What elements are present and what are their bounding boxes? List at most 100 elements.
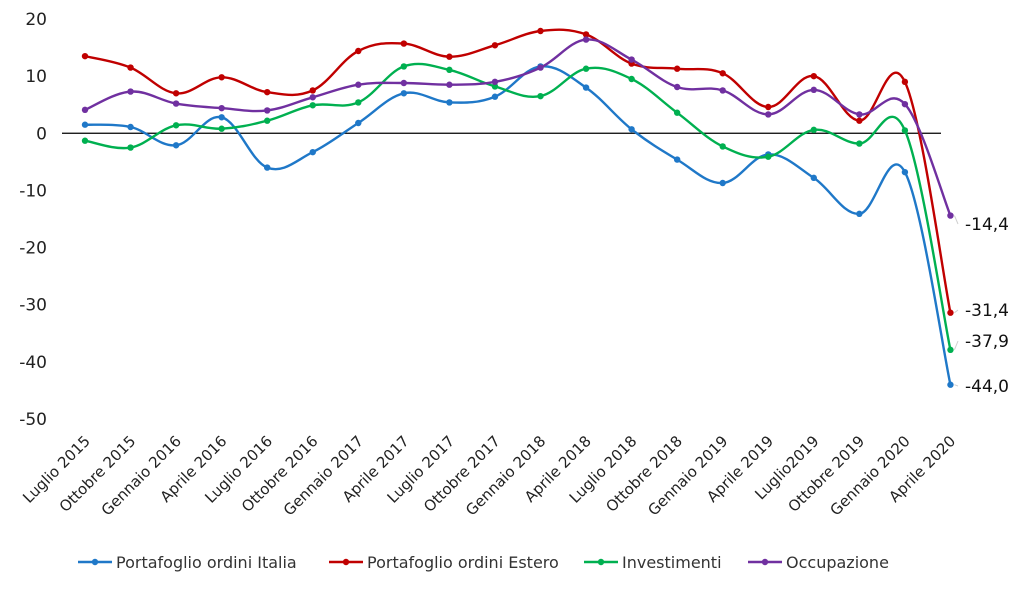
data-point [491, 93, 499, 100]
y-axis: 20 10 0 -10 -20 -30 -40 -50 [19, 10, 47, 430]
data-point [127, 123, 134, 131]
series-line [84, 38, 952, 217]
data-point [810, 86, 817, 94]
data-point [537, 64, 544, 71]
data-point [947, 212, 954, 219]
data-point [719, 179, 726, 187]
x-tick-label: Gennaio 2017 [280, 432, 367, 519]
data-label: -31,4 [965, 301, 1009, 321]
data-point [901, 127, 909, 134]
data-point [856, 117, 863, 124]
data-point [947, 346, 954, 354]
data-point [765, 103, 772, 111]
data-point [537, 27, 544, 35]
data-point [264, 88, 271, 96]
data-point [810, 174, 817, 182]
data-label: -14,4 [965, 215, 1009, 235]
data-point [582, 36, 590, 43]
data-point [81, 52, 89, 60]
data-point [901, 78, 909, 86]
legend-swatch-point [342, 558, 350, 566]
data-point [127, 144, 134, 151]
data-point [673, 83, 681, 91]
data-point [400, 63, 408, 70]
data-point [355, 81, 362, 88]
data-point [491, 42, 499, 49]
data-point [81, 137, 89, 144]
data-point [446, 53, 453, 60]
data-point [719, 70, 726, 77]
y-tick-label: 0 [36, 124, 47, 144]
data-point [309, 87, 316, 94]
data-point [218, 74, 225, 81]
data-point [582, 65, 590, 72]
legend-swatch-point [597, 558, 605, 566]
data-point [309, 102, 316, 109]
legend-item: Occupazione [748, 553, 889, 572]
data-point [810, 126, 817, 134]
data-point [491, 78, 499, 86]
leader-line [954, 384, 959, 387]
data-point [673, 156, 681, 163]
data-label: -37,9 [965, 332, 1009, 352]
data-point [172, 100, 180, 107]
series-occupazione [81, 36, 954, 219]
data-point [218, 125, 225, 132]
x-tick-label: Gennaio 2020 [827, 432, 914, 519]
leader-line [953, 340, 959, 351]
data-point [765, 111, 772, 118]
data-point [355, 99, 362, 106]
leader-line [954, 309, 959, 314]
legend: Portafoglio ordini Italia Portafoglio ord… [78, 553, 889, 572]
series-investimenti [81, 62, 954, 354]
data-point [400, 79, 408, 87]
data-label: -44,0 [965, 377, 1009, 397]
data-point [446, 99, 453, 106]
legend-swatch-point [761, 558, 769, 566]
data-point [856, 111, 863, 118]
legend-item: Investimenti [584, 553, 722, 572]
x-tick-label: Gennaio 2016 [98, 432, 185, 519]
y-tick-label: 10 [25, 67, 47, 87]
series-layer [81, 27, 954, 388]
data-point [673, 109, 681, 116]
data-point [127, 64, 134, 71]
data-point [446, 81, 453, 88]
data-point [947, 309, 954, 316]
data-point [172, 142, 180, 149]
data-point [355, 119, 362, 127]
x-tick-label: Gennaio 2019 [644, 432, 731, 519]
data-point [628, 126, 635, 133]
data-point [719, 87, 726, 94]
data-point [628, 75, 635, 83]
data-point [400, 40, 408, 47]
legend-swatch-point [91, 558, 99, 566]
series-portafoglio-ordini-estero [81, 27, 954, 316]
legend-label: Occupazione [786, 553, 889, 572]
data-point [172, 122, 180, 129]
data-point [491, 83, 499, 90]
y-tick-label: 20 [25, 10, 47, 30]
legend-label: Portafoglio ordini Italia [116, 553, 297, 572]
data-point [446, 66, 453, 74]
data-point [264, 117, 271, 124]
data-point [81, 106, 89, 114]
y-tick-label: -50 [19, 410, 47, 430]
data-point [264, 164, 271, 171]
data-point [856, 210, 863, 218]
data-point [628, 56, 635, 63]
data-labels: -14,4 -31,4 -37,9 -44,0 [953, 215, 1009, 397]
data-point [765, 153, 772, 160]
legend-item: Portafoglio ordini Estero [329, 553, 559, 572]
data-point [719, 143, 726, 150]
data-point [309, 94, 316, 101]
data-point [537, 92, 544, 100]
data-point [264, 107, 271, 114]
legend-item: Portafoglio ordini Italia [78, 553, 297, 572]
data-point [947, 381, 954, 388]
data-point [856, 140, 863, 147]
data-point [218, 114, 225, 121]
data-point [81, 121, 89, 128]
data-point [673, 65, 681, 72]
